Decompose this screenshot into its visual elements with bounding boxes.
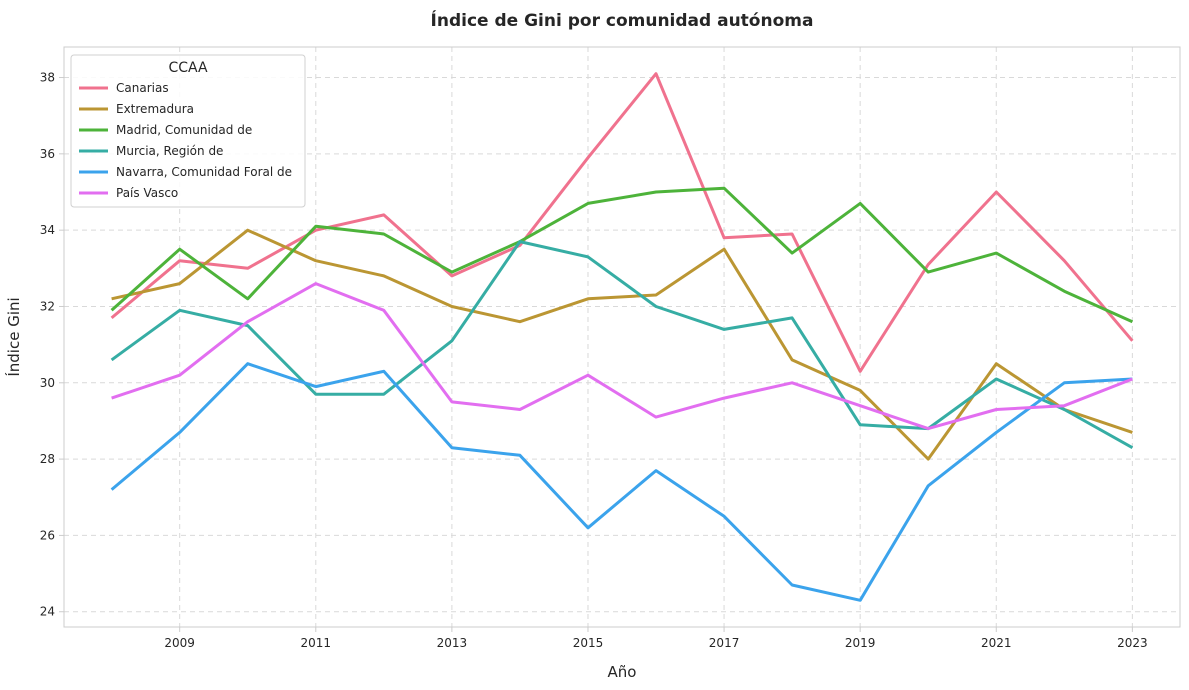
series-line-canarias (110, 72, 1134, 373)
x-axis-label: Año (608, 663, 637, 681)
y-tick-label: 26 (40, 528, 55, 542)
x-tick-label: 2015 (573, 636, 604, 650)
x-tick-label: 2019 (845, 636, 876, 650)
grid (64, 47, 1180, 627)
series-line-pais-vasco (111, 282, 1133, 431)
series-line-extremadura (111, 228, 1133, 461)
legend-title: CCAA (168, 60, 208, 76)
series-line-murcia-region-de (110, 240, 1134, 450)
x-tick-label: 2011 (301, 636, 332, 650)
legend-label: País Vasco (116, 186, 178, 200)
legend-label: Canarias (116, 81, 169, 95)
x-tick-label: 2021 (981, 636, 1012, 650)
legend: CCAA Canarias Extremadura Madrid, Comunida… (70, 54, 306, 208)
y-tick-label: 34 (40, 223, 55, 237)
y-tick-label: 38 (40, 71, 55, 85)
legend-label: Madrid, Comunidad de (116, 123, 252, 137)
x-tick-label: 2009 (164, 636, 195, 650)
y-tick-label: 36 (40, 147, 55, 161)
y-tick-label: 28 (40, 452, 55, 466)
legend-items: Canarias Extremadura Madrid, Comunidad de M… (79, 81, 292, 200)
series-lines (110, 72, 1134, 602)
y-axis-label: Índice Gini (4, 297, 23, 376)
axis-ticks: 2009 2011 2013 2015 2017 2019 2021 2023 24 26 28 30… (40, 71, 1148, 650)
legend-box (70, 54, 306, 208)
legend-label: Navarra, Comunidad Foral de (116, 165, 292, 179)
x-tick-label: 2023 (1117, 636, 1148, 650)
legend-label: Murcia, Región de (116, 144, 223, 158)
legend-label: Extremadura (116, 102, 194, 116)
plot-frame (63, 46, 1181, 628)
y-tick-label: 32 (40, 299, 55, 313)
series-line-madrid-comunidad-de (110, 186, 1134, 324)
x-tick-label: 2017 (709, 636, 740, 650)
chart-title: Índice de Gini por comunidad autónoma (431, 9, 814, 31)
y-tick-label: 24 (40, 605, 55, 619)
x-tick-label: 2013 (437, 636, 468, 650)
series-line-navarra-comunidad-foral-de (110, 362, 1133, 602)
y-tick-label: 30 (40, 376, 55, 390)
